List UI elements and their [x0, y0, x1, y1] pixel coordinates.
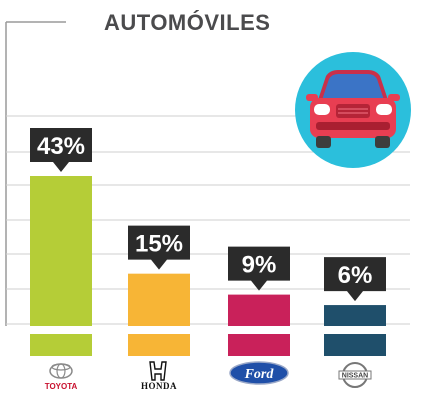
car-icon [295, 52, 411, 168]
bars [30, 176, 386, 356]
callout-box [228, 246, 290, 291]
callout-box [30, 128, 92, 172]
bar-toyota [30, 176, 92, 326]
bar-ford [228, 294, 290, 326]
bar-base-toyota [30, 334, 92, 356]
value-callout: 43% [30, 128, 92, 172]
toyota-logo: TOYOTA [45, 363, 78, 391]
value-callout: 15% [128, 225, 190, 270]
value-label: 43% [37, 133, 85, 160]
honda-logo: HONDA [141, 361, 177, 391]
bar-honda [128, 273, 190, 326]
nissan-label: NISSAN [342, 373, 368, 380]
honda-label: HONDA [141, 381, 177, 391]
nissan-logo: NISSAN [338, 362, 372, 388]
value-callout: 6% [324, 257, 386, 302]
value-callout: 9% [228, 246, 290, 291]
value-label: 15% [135, 231, 183, 258]
bar-base-nissan [324, 334, 386, 356]
bar-nissan [324, 305, 386, 326]
value-labels: 43% 15% 9% 6% [30, 128, 386, 302]
chart-title: AUTOMÓVILES [104, 10, 270, 35]
bar-base-honda [128, 334, 190, 356]
toyota-label: TOYOTA [45, 382, 78, 391]
callout-box [324, 257, 386, 302]
value-label: 6% [338, 262, 373, 289]
bar-base-ford [228, 334, 290, 356]
value-label: 9% [242, 252, 277, 279]
callout-box [128, 225, 190, 270]
ford-logo: Ford [229, 361, 289, 385]
ford-label: Ford [244, 367, 275, 382]
